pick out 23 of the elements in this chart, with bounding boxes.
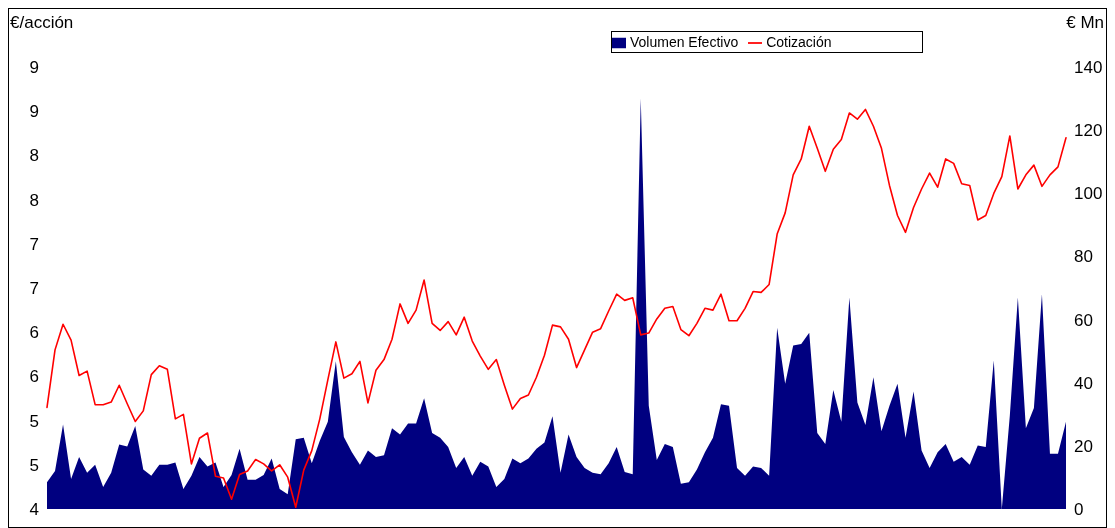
y-tick-label: 5 <box>29 455 39 475</box>
y2-tick-label: 0 <box>1074 500 1084 520</box>
legend-label: Cotización <box>766 34 832 50</box>
y-axis-title: €/acción <box>10 13 74 33</box>
legend-label: Volumen Efectivo <box>630 34 739 50</box>
y-tick-label: 8 <box>29 190 39 210</box>
y2-tick-label: 40 <box>1074 373 1093 393</box>
y-tick-label: 9 <box>29 58 39 78</box>
y-tick-label: 5 <box>29 411 39 431</box>
y2-tick-label: 60 <box>1074 310 1093 330</box>
y-tick-label: 8 <box>29 146 39 166</box>
y2-tick-label: 100 <box>1074 184 1103 204</box>
y-tick-label: 9 <box>29 102 39 122</box>
y2-tick-label: 80 <box>1074 247 1093 267</box>
y-tick-label: 6 <box>29 323 39 343</box>
y-tick-label: 4 <box>29 500 39 520</box>
y2-tick-label: 140 <box>1074 58 1103 78</box>
y2-tick-label: 20 <box>1074 436 1093 456</box>
y2-axis-title: € Mn <box>1066 13 1104 33</box>
y-tick-label: 6 <box>29 367 39 387</box>
y2-tick-label: 120 <box>1074 121 1103 141</box>
y-tick-label: 7 <box>29 234 39 254</box>
y-tick-label: 7 <box>29 279 39 299</box>
